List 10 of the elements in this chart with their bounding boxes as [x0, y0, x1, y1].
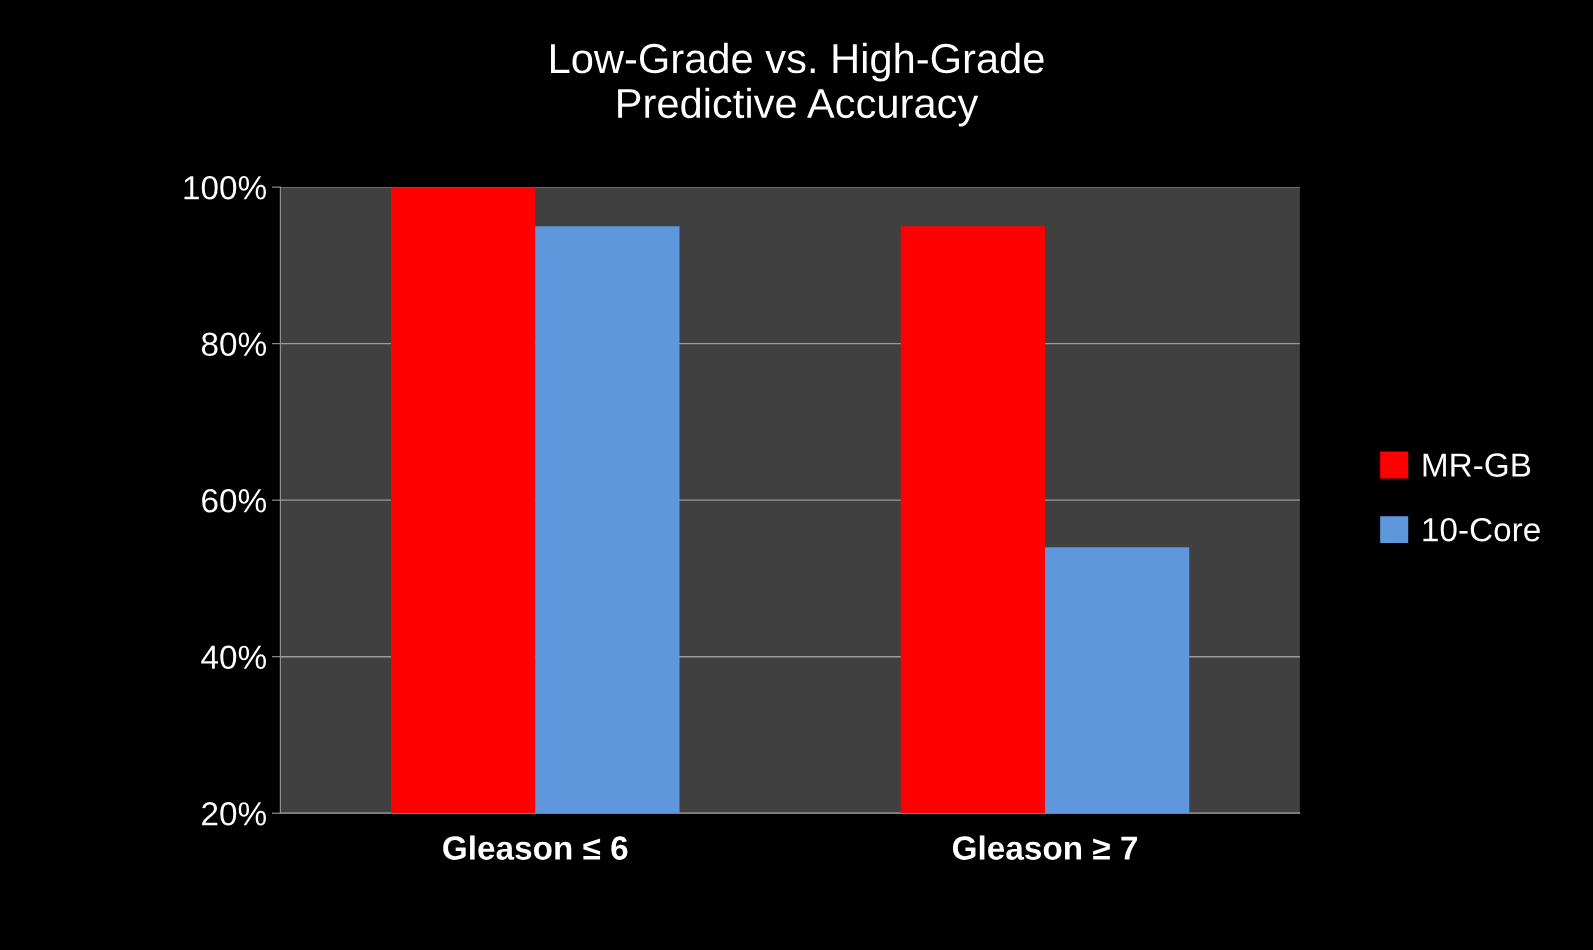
chart-title: Low-Grade vs. High-Grade Predictive Accuracy: [550, 42, 1044, 127]
legend-label: MR-GB: [1423, 453, 1531, 477]
legend-label: 10-Core: [1423, 517, 1540, 542]
y-tick-label: 20%: [202, 802, 266, 826]
y-tick-label: 40%: [201, 645, 266, 670]
y-tick-label: 100%: [184, 175, 266, 200]
x-tick-label: Gleason ≤ 6: [443, 835, 628, 860]
y-tick-label: 60%: [202, 488, 266, 513]
y-tick-label: 80%: [201, 332, 266, 357]
x-tick-label: Gleason ≥ 7: [952, 835, 1137, 860]
